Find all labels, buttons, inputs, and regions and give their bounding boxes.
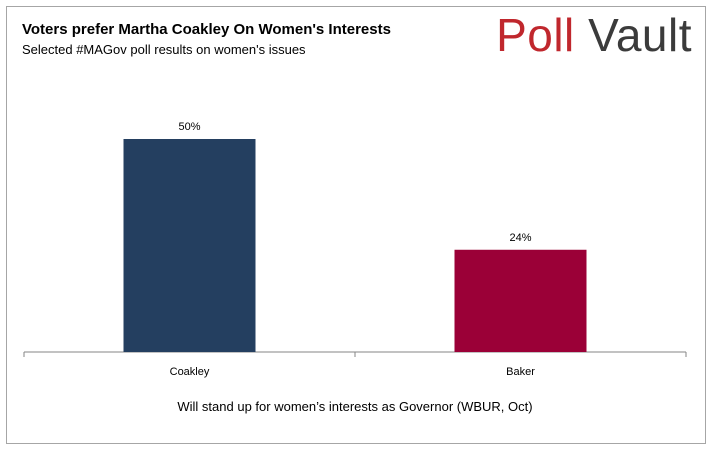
bar-coakley (123, 139, 256, 352)
logo-word-vault: Vault (588, 9, 692, 61)
data-label-coakley: 50% (178, 121, 200, 133)
x-tick-label-coakley: Coakley (170, 366, 210, 378)
x-tick-label-baker: Baker (506, 366, 535, 378)
data-label-baker: 24% (509, 232, 531, 244)
bar-baker (454, 249, 587, 352)
chart-title: Voters prefer Martha Coakley On Women's … (22, 21, 391, 38)
logo-word-poll: Poll (496, 9, 575, 61)
x-axis-title: Will stand up for women’s interests as G… (177, 399, 532, 414)
chart-frame (6, 6, 706, 444)
chart-subtitle: Selected #MAGov poll results on women's … (22, 42, 306, 57)
poll-vault-logo: Poll Vault (496, 12, 692, 58)
